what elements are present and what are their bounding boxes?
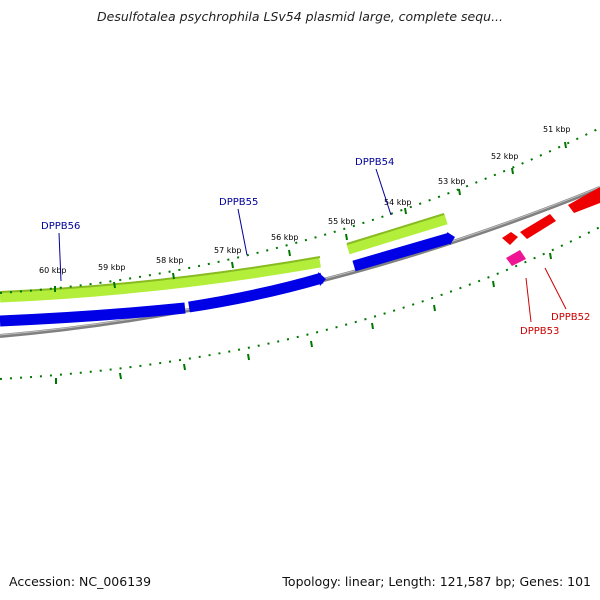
- tick-label: 54 kbp: [384, 198, 412, 207]
- tick-label: 53 kbp: [438, 177, 466, 186]
- gene-label: DPPB53: [520, 326, 559, 337]
- tick-label: 57 kbp: [214, 246, 242, 255]
- map-title: Desulfotalea psychrophila LSv54 plasmid …: [97, 9, 503, 24]
- tick-label: 52 kbp: [491, 152, 519, 161]
- tick-label: 58 kbp: [156, 256, 184, 265]
- ruler-outer: [0, 226, 600, 380]
- gene-red-1: [502, 232, 518, 245]
- summary-label: Topology: linear; Length: 121,587 bp; Ge…: [282, 574, 591, 589]
- gene-reverse-arc-3: [352, 232, 452, 272]
- gene-forward-arc-2: [346, 213, 448, 255]
- accession-label: Accession: NC_006139: [9, 574, 152, 589]
- gene-reverse-arc-1: [0, 302, 186, 327]
- gene-red-3: [568, 187, 600, 213]
- gene-pink: [506, 250, 526, 266]
- tick-label: 59 kbp: [98, 263, 126, 272]
- gene-label: DPPB52: [551, 312, 590, 323]
- gene-red-2: [520, 214, 556, 239]
- gene-label: DPPB54: [355, 157, 394, 168]
- gene-reverse-arc-2: [188, 272, 324, 313]
- tick-label: 60 kbp: [39, 266, 67, 275]
- gene-label: DPPB56: [41, 221, 80, 232]
- tick-label: 56 kbp: [271, 233, 299, 242]
- gene-label: DPPB55: [219, 197, 258, 208]
- tick-label: 51 kbp: [543, 125, 571, 134]
- gene-forward-arc: [0, 256, 321, 303]
- tick-label: 55 kbp: [328, 217, 356, 226]
